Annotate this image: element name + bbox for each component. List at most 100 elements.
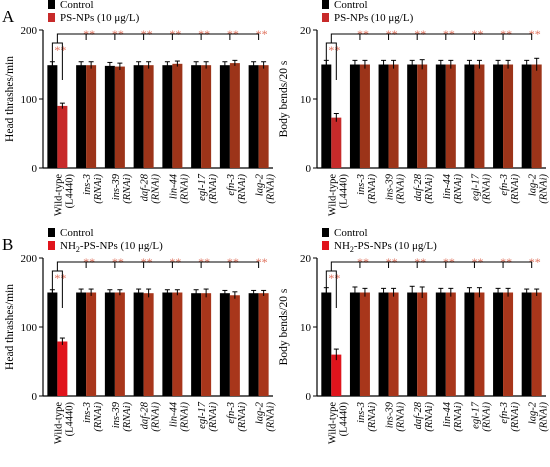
bar xyxy=(219,65,230,168)
bar xyxy=(417,64,428,168)
legend-swatch xyxy=(48,228,55,237)
bar xyxy=(76,292,87,396)
bracket-rnai xyxy=(56,33,260,43)
bar xyxy=(229,63,240,169)
bar xyxy=(191,293,202,396)
bar xyxy=(493,292,504,396)
x-tick-label: efn-3 xyxy=(499,402,510,424)
bar xyxy=(388,292,399,396)
bar xyxy=(114,292,125,396)
y-tick-label: 200 xyxy=(21,25,38,37)
bar xyxy=(359,64,370,168)
y-tick-label: 100 xyxy=(21,322,38,334)
bar xyxy=(133,65,144,168)
y-tick-label: 0 xyxy=(306,163,312,175)
x-tick-sublabel: (RNAi) xyxy=(237,174,248,204)
x-tick-label: efn-3 xyxy=(499,174,510,196)
bar xyxy=(388,64,399,168)
bar xyxy=(248,65,259,168)
legend-label: Control xyxy=(60,227,94,239)
bar xyxy=(172,292,183,396)
x-tick-sublabel: (RNAi) xyxy=(453,402,464,432)
x-tick-label: egl-17 xyxy=(197,173,208,201)
bar xyxy=(503,64,514,168)
legend-swatch xyxy=(322,241,329,250)
legend-label: Control xyxy=(60,0,94,11)
y-tick-label: 20 xyxy=(300,25,312,37)
x-tick-label: Wild-type xyxy=(327,174,338,216)
bar xyxy=(248,293,259,396)
x-tick-sublabel: (RNAi) xyxy=(481,402,492,432)
y-axis-label: Head thrashes/min xyxy=(4,56,16,142)
x-tick-label: efn-3 xyxy=(226,402,237,424)
x-tick-label: lin-44 xyxy=(442,401,453,427)
legend-label: PS-NPs (10 μg/L) xyxy=(60,12,140,24)
x-tick-sublabel: (RNAi) xyxy=(93,402,104,432)
bar xyxy=(162,65,173,168)
x-tick-sublabel: (L4440) xyxy=(338,174,349,209)
bar xyxy=(503,292,514,396)
bar xyxy=(474,64,485,168)
x-tick-label: ins-3 xyxy=(356,174,367,195)
x-tick-label: ins-3 xyxy=(356,402,367,423)
bar xyxy=(349,64,360,168)
x-tick-sublabel: (RNAi) xyxy=(237,402,248,432)
y-tick-label: 100 xyxy=(21,94,38,106)
legend-label: PS-NPs (10 μg/L) xyxy=(334,12,414,24)
x-tick-label: ins-39 xyxy=(111,401,122,428)
legend-swatch xyxy=(48,0,55,9)
bar xyxy=(321,292,332,396)
bar xyxy=(464,64,475,168)
x-tick-label: lag-2 xyxy=(255,401,266,424)
x-tick-label: daf-28 xyxy=(140,401,151,429)
significance-label: ** xyxy=(54,271,66,285)
bar xyxy=(417,292,428,396)
y-axis-label: Head thrashes/min xyxy=(4,284,16,370)
bar xyxy=(531,292,542,396)
bar xyxy=(521,64,532,168)
bar xyxy=(321,64,332,168)
y-tick-label: 200 xyxy=(21,253,38,265)
x-tick-label: ins-3 xyxy=(82,174,93,195)
bar xyxy=(521,292,532,396)
x-tick-label: daf-28 xyxy=(140,173,151,201)
x-tick-label: lin-44 xyxy=(442,173,453,199)
x-tick-sublabel: (RNAi) xyxy=(510,402,521,432)
bar xyxy=(378,292,389,396)
bar xyxy=(76,65,87,168)
bar xyxy=(201,65,212,168)
x-tick-sublabel: (RNAi) xyxy=(266,402,277,432)
bar xyxy=(143,65,154,168)
x-tick-label: lag-2 xyxy=(255,173,266,196)
bracket-rnai xyxy=(330,33,533,43)
y-tick-label: 20 xyxy=(300,253,312,265)
y-axis-label: Body bends/20 s xyxy=(278,288,290,365)
bar xyxy=(47,292,58,396)
x-tick-sublabel: (RNAi) xyxy=(424,402,435,432)
significance-label: ** xyxy=(328,43,340,57)
x-tick-sublabel: (RNAi) xyxy=(396,402,407,432)
bar xyxy=(331,354,342,396)
significance-label: ** xyxy=(328,271,340,285)
x-tick-sublabel: (RNAi) xyxy=(208,174,219,204)
y-tick-label: 0 xyxy=(306,391,312,403)
x-tick-label: daf-28 xyxy=(413,401,424,429)
x-tick-sublabel: (RNAi) xyxy=(179,402,190,432)
panel-label-b: B xyxy=(2,235,13,254)
legend-label: Control xyxy=(334,0,368,11)
x-tick-label: ins-39 xyxy=(111,173,122,200)
bar xyxy=(86,292,97,396)
bar xyxy=(172,63,183,169)
bar xyxy=(47,65,58,168)
panel-label-a: A xyxy=(2,7,15,26)
bar xyxy=(104,292,115,396)
bar xyxy=(531,64,542,168)
x-tick-sublabel: (L4440) xyxy=(64,402,75,437)
bar xyxy=(349,292,360,396)
legend-label: NH2-PS-NPs (10 μg/L) xyxy=(60,240,163,254)
x-tick-sublabel: (RNAi) xyxy=(151,402,162,432)
bar xyxy=(162,292,173,396)
